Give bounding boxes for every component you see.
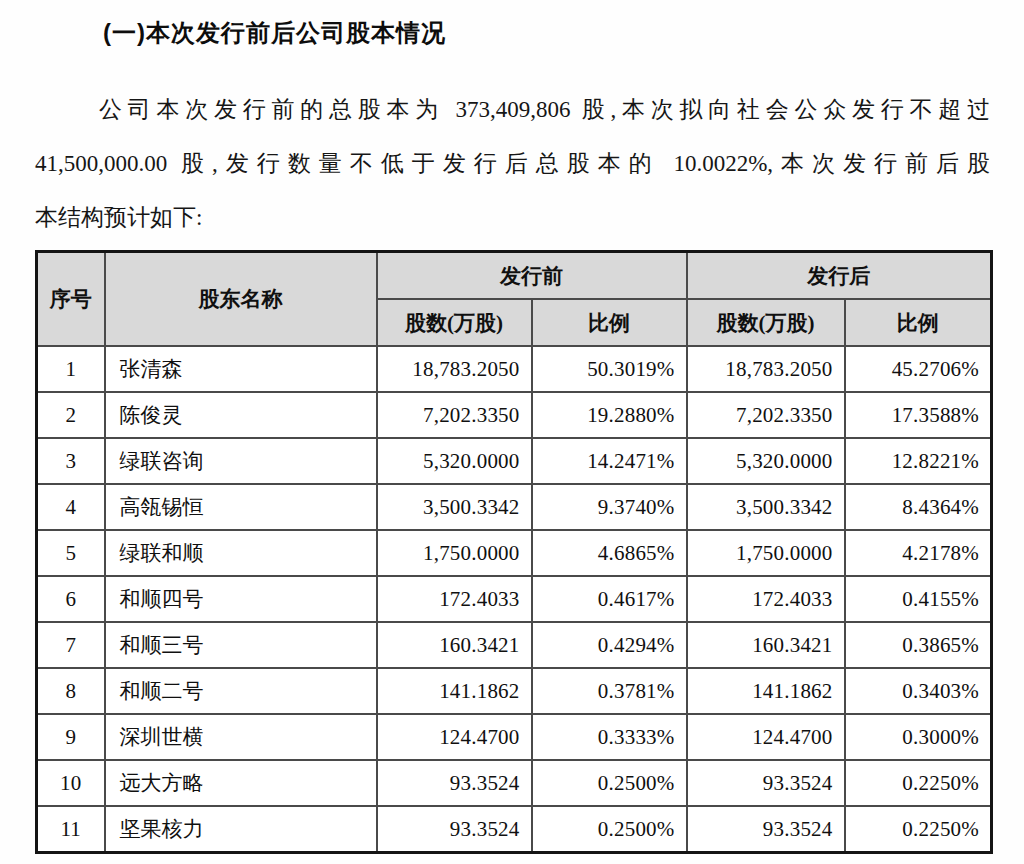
cell-after-ratio: 45.2706%	[845, 346, 992, 392]
cell-before-ratio: 0.2500%	[532, 760, 687, 806]
cell-after-shares: 160.3421	[687, 622, 845, 668]
cell-sequence-number: 9	[37, 714, 105, 760]
cell-after-shares: 1,750.0000	[687, 530, 845, 576]
document-page: (一)本次发行前后公司股本情况 公司本次发行前的总股本为 373,409,806…	[0, 0, 1024, 864]
cell-after-shares: 93.3524	[687, 806, 845, 853]
header-cell-after-ratio: 比例	[845, 299, 992, 346]
cell-before-shares: 124.4700	[377, 714, 532, 760]
intro-paragraph: 公司本次发行前的总股本为 373,409,806 股,本次拟向社会公众发行不超过…	[35, 83, 990, 245]
cell-sequence-number: 2	[37, 392, 105, 438]
cell-after-shares: 3,500.3342	[687, 484, 845, 530]
cell-after-ratio: 4.2178%	[845, 530, 992, 576]
header-row-groups: 序号 股东名称 发行前 发行后	[37, 252, 992, 300]
header-cell-before-shares: 股数(万股)	[377, 299, 532, 346]
cell-sequence-number: 4	[37, 484, 105, 530]
cell-shareholder-name: 远大方略	[105, 760, 377, 806]
cell-before-ratio: 0.2500%	[532, 806, 687, 853]
cell-shareholder-name: 和顺三号	[105, 622, 377, 668]
cell-sequence-number: 5	[37, 530, 105, 576]
cell-after-shares: 18,783.2050	[687, 346, 845, 392]
cell-before-ratio: 9.3740%	[532, 484, 687, 530]
cell-shareholder-name: 张清森	[105, 346, 377, 392]
table-row: 3绿联咨询5,320.000014.2471%5,320.000012.8221…	[37, 438, 992, 484]
cell-sequence-number: 6	[37, 576, 105, 622]
cell-before-shares: 160.3421	[377, 622, 532, 668]
cell-before-shares: 172.4033	[377, 576, 532, 622]
paragraph-line-3: 本结构预计如下:	[35, 191, 990, 245]
cell-after-shares: 141.1862	[687, 668, 845, 714]
header-cell-after-group: 发行后	[687, 252, 992, 300]
table-row: 8和顺二号141.18620.3781%141.18620.3403%	[37, 668, 992, 714]
cell-before-ratio: 19.2880%	[532, 392, 687, 438]
table-row: 5绿联和顺1,750.00004.6865%1,750.00004.2178%	[37, 530, 992, 576]
cell-after-ratio: 0.3000%	[845, 714, 992, 760]
cell-shareholder-name: 绿联咨询	[105, 438, 377, 484]
share-structure-table: 序号 股东名称 发行前 发行后 股数(万股) 比例 股数(万股) 比例 1张清森…	[35, 250, 993, 854]
table-row: 7和顺三号160.34210.4294%160.34210.3865%	[37, 622, 992, 668]
header-cell-index: 序号	[37, 252, 105, 347]
cell-before-ratio: 14.2471%	[532, 438, 687, 484]
cell-after-ratio: 0.4155%	[845, 576, 992, 622]
paragraph-line-1: 公司本次发行前的总股本为 373,409,806 股,本次拟向社会公众发行不超过	[35, 83, 990, 137]
cell-after-shares: 7,202.3350	[687, 392, 845, 438]
cell-before-ratio: 0.3333%	[532, 714, 687, 760]
table-row: 9深圳世横124.47000.3333%124.47000.3000%	[37, 714, 992, 760]
cell-after-ratio: 0.3403%	[845, 668, 992, 714]
cell-after-ratio: 12.8221%	[845, 438, 992, 484]
table-row: 6和顺四号172.40330.4617%172.40330.4155%	[37, 576, 992, 622]
header-cell-before-group: 发行前	[377, 252, 687, 300]
table-header: 序号 股东名称 发行前 发行后 股数(万股) 比例 股数(万股) 比例	[37, 252, 992, 347]
cell-before-shares: 141.1862	[377, 668, 532, 714]
cell-before-shares: 18,783.2050	[377, 346, 532, 392]
cell-sequence-number: 7	[37, 622, 105, 668]
cell-after-ratio: 0.2250%	[845, 806, 992, 853]
cell-shareholder-name: 陈俊灵	[105, 392, 377, 438]
cell-before-ratio: 0.4617%	[532, 576, 687, 622]
table-row: 1张清森18,783.205050.3019%18,783.205045.270…	[37, 346, 992, 392]
paragraph-line-2: 41,500,000.00 股,发行数量不低于发行后总股本的 10.0022%,…	[35, 137, 990, 191]
cell-after-shares: 172.4033	[687, 576, 845, 622]
cell-shareholder-name: 高瓴锡恒	[105, 484, 377, 530]
cell-sequence-number: 3	[37, 438, 105, 484]
cell-sequence-number: 10	[37, 760, 105, 806]
cell-after-ratio: 8.4364%	[845, 484, 992, 530]
table-row: 2陈俊灵7,202.335019.2880%7,202.335017.3588%	[37, 392, 992, 438]
cell-before-shares: 93.3524	[377, 806, 532, 853]
cell-before-ratio: 50.3019%	[532, 346, 687, 392]
cell-before-ratio: 4.6865%	[532, 530, 687, 576]
cell-shareholder-name: 绿联和顺	[105, 530, 377, 576]
table-row: 11坚果核力93.35240.2500%93.35240.2250%	[37, 806, 992, 853]
header-cell-before-ratio: 比例	[532, 299, 687, 346]
cell-shareholder-name: 坚果核力	[105, 806, 377, 853]
cell-before-shares: 7,202.3350	[377, 392, 532, 438]
header-cell-after-shares: 股数(万股)	[687, 299, 845, 346]
cell-shareholder-name: 和顺四号	[105, 576, 377, 622]
cell-after-ratio: 17.3588%	[845, 392, 992, 438]
cell-sequence-number: 8	[37, 668, 105, 714]
cell-after-shares: 93.3524	[687, 760, 845, 806]
cell-shareholder-name: 和顺二号	[105, 668, 377, 714]
cell-before-ratio: 0.3781%	[532, 668, 687, 714]
cell-after-shares: 124.4700	[687, 714, 845, 760]
table-body: 1张清森18,783.205050.3019%18,783.205045.270…	[37, 346, 992, 853]
table-row: 4高瓴锡恒3,500.33429.3740%3,500.33428.4364%	[37, 484, 992, 530]
cell-after-shares: 5,320.0000	[687, 438, 845, 484]
cell-before-shares: 93.3524	[377, 760, 532, 806]
cell-after-ratio: 0.2250%	[845, 760, 992, 806]
header-cell-shareholder: 股东名称	[105, 252, 377, 347]
cell-after-ratio: 0.3865%	[845, 622, 992, 668]
cell-sequence-number: 11	[37, 806, 105, 853]
cell-sequence-number: 1	[37, 346, 105, 392]
cell-before-shares: 5,320.0000	[377, 438, 532, 484]
cell-shareholder-name: 深圳世横	[105, 714, 377, 760]
cell-before-shares: 3,500.3342	[377, 484, 532, 530]
table-row: 10远大方略93.35240.2500%93.35240.2250%	[37, 760, 992, 806]
cell-before-ratio: 0.4294%	[532, 622, 687, 668]
cell-before-shares: 1,750.0000	[377, 530, 532, 576]
section-heading: (一)本次发行前后公司股本情况	[103, 16, 990, 50]
